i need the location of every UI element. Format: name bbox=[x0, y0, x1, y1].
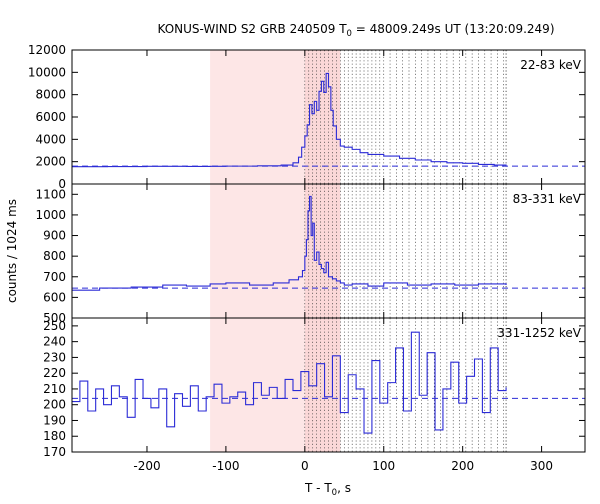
x-tick-label: 200 bbox=[451, 459, 474, 473]
y-tick-label: 210 bbox=[43, 382, 66, 396]
peak-interval-shade bbox=[304, 184, 341, 318]
y-tick-label: 10000 bbox=[28, 65, 66, 79]
panel-frame bbox=[71, 317, 586, 453]
x-tick-label: -100 bbox=[212, 459, 239, 473]
y-tick-label: 8000 bbox=[35, 88, 66, 102]
background-interval-shade bbox=[210, 318, 305, 452]
series-line bbox=[72, 72, 507, 168]
chart-title: KONUS-WIND S2 GRB 240509 T0 = 48009.249s… bbox=[158, 22, 555, 39]
y-tick-label: 700 bbox=[43, 270, 66, 284]
x-axis-label-sub: 0 bbox=[332, 488, 337, 498]
chart-title-main: KONUS-WIND S2 GRB 240509 T bbox=[158, 22, 348, 36]
energy-band-label: 83-331 keV bbox=[513, 192, 582, 206]
x-tick-label: 300 bbox=[530, 459, 553, 473]
y-tick-label: 170 bbox=[43, 445, 66, 459]
y-axis-label: counts / 1024 ms bbox=[5, 199, 19, 303]
y-tick-label: 12000 bbox=[28, 43, 66, 57]
y-tick-label: 900 bbox=[43, 229, 66, 243]
y-tick-label: 2000 bbox=[35, 155, 66, 169]
panel-1: 0 2000 4000 6000 8000 10000 12000 22-83 keV bbox=[28, 43, 586, 191]
peak-interval-shade bbox=[304, 318, 341, 452]
series-line bbox=[72, 195, 507, 291]
y-tick-label: 6000 bbox=[35, 110, 66, 124]
energy-band-label: 331-1252 keV bbox=[497, 326, 581, 340]
background-interval-shade bbox=[210, 50, 305, 184]
x-axis-label-main: T - T bbox=[304, 481, 332, 495]
x-tick-label: 100 bbox=[372, 459, 395, 473]
panel-2: 500 600 700 800 900 1000 1100 83-331 keV bbox=[35, 183, 586, 325]
series-line bbox=[72, 331, 507, 434]
x-axis-label-rest: , s bbox=[337, 481, 351, 495]
y-tick-label: 0 bbox=[58, 177, 66, 191]
x-tick-label: 0 bbox=[301, 459, 309, 473]
y-tick-label: 230 bbox=[43, 350, 66, 364]
x-tick-label: -200 bbox=[133, 459, 160, 473]
chart-title-sub: 0 bbox=[347, 29, 352, 39]
y-tick-label: 1100 bbox=[35, 187, 66, 201]
y-tick-label: 800 bbox=[43, 249, 66, 263]
y-tick-label: 600 bbox=[43, 290, 66, 304]
y-tick-label: 1000 bbox=[35, 208, 66, 222]
y-tick-label: 250 bbox=[43, 319, 66, 333]
y-tick-label: 500 bbox=[43, 311, 66, 325]
y-tick-label: 200 bbox=[43, 398, 66, 412]
energy-band-label: 22-83 keV bbox=[520, 58, 582, 72]
x-axis-label: T - T0, s bbox=[304, 481, 351, 498]
y-tick-label: 240 bbox=[43, 335, 66, 349]
peak-interval-shade bbox=[304, 50, 341, 184]
y-tick-label: 220 bbox=[43, 366, 66, 380]
y-tick-label: 190 bbox=[43, 413, 66, 427]
background-interval-shade bbox=[210, 184, 305, 318]
y-tick-label: 4000 bbox=[35, 132, 66, 146]
chart-title-rest: = 48009.249s UT (13:20:09.249) bbox=[352, 22, 555, 36]
y-tick-label: 180 bbox=[43, 429, 66, 443]
